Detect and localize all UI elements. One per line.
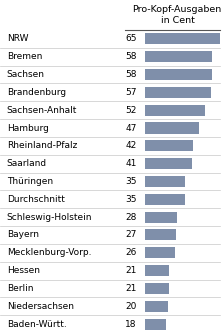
Bar — [145, 247, 175, 258]
Text: Baden-Württ.: Baden-Württ. — [7, 320, 66, 329]
Text: 20: 20 — [125, 302, 137, 311]
Bar — [145, 158, 192, 169]
Text: Brandenburg: Brandenburg — [7, 88, 66, 97]
Text: Sachsen: Sachsen — [7, 70, 45, 79]
Bar — [145, 229, 176, 240]
Bar — [145, 211, 177, 223]
Text: Berlin: Berlin — [7, 284, 33, 293]
Text: Rheinland-Pfalz: Rheinland-Pfalz — [7, 141, 77, 150]
Text: 35: 35 — [125, 177, 137, 186]
Bar — [145, 301, 168, 312]
Bar — [145, 194, 185, 205]
Bar — [145, 51, 212, 62]
Text: Sachsen-Anhalt: Sachsen-Anhalt — [7, 106, 77, 115]
Bar — [145, 69, 212, 80]
Bar — [145, 123, 199, 134]
Text: 18: 18 — [125, 320, 137, 329]
Text: 28: 28 — [125, 213, 137, 222]
Text: Bayern: Bayern — [7, 230, 39, 239]
Text: 58: 58 — [125, 52, 137, 61]
Text: NRW: NRW — [7, 34, 28, 43]
Text: 27: 27 — [125, 230, 137, 239]
Text: 47: 47 — [125, 124, 137, 133]
Text: Durchschnitt: Durchschnitt — [7, 195, 65, 204]
Text: 35: 35 — [125, 195, 137, 204]
Bar — [145, 265, 169, 276]
Text: Niedersachsen: Niedersachsen — [7, 302, 74, 311]
Text: 52: 52 — [125, 106, 137, 115]
Text: in Cent: in Cent — [161, 16, 195, 25]
Text: Saarland: Saarland — [7, 159, 47, 168]
Bar — [145, 87, 211, 98]
Bar — [145, 33, 220, 44]
Text: 26: 26 — [125, 248, 137, 257]
Text: 41: 41 — [125, 159, 137, 168]
Text: 21: 21 — [125, 266, 137, 275]
Text: Bremen: Bremen — [7, 52, 42, 61]
Text: Hamburg: Hamburg — [7, 124, 49, 133]
Bar — [145, 319, 166, 330]
Bar — [145, 176, 185, 187]
Text: 65: 65 — [125, 34, 137, 43]
Bar — [145, 140, 193, 152]
Text: Hessen: Hessen — [7, 266, 40, 275]
Text: 57: 57 — [125, 88, 137, 97]
Bar — [145, 283, 169, 294]
Text: Mecklenburg-Vorp.: Mecklenburg-Vorp. — [7, 248, 91, 257]
Text: Thüringen: Thüringen — [7, 177, 53, 186]
Text: 21: 21 — [125, 284, 137, 293]
Text: Schleswig-Holstein: Schleswig-Holstein — [7, 213, 92, 222]
Text: Pro-Kopf-Ausgaben,: Pro-Kopf-Ausgaben, — [132, 5, 222, 14]
Text: 58: 58 — [125, 70, 137, 79]
Text: 42: 42 — [125, 141, 137, 150]
Bar — [145, 105, 205, 116]
